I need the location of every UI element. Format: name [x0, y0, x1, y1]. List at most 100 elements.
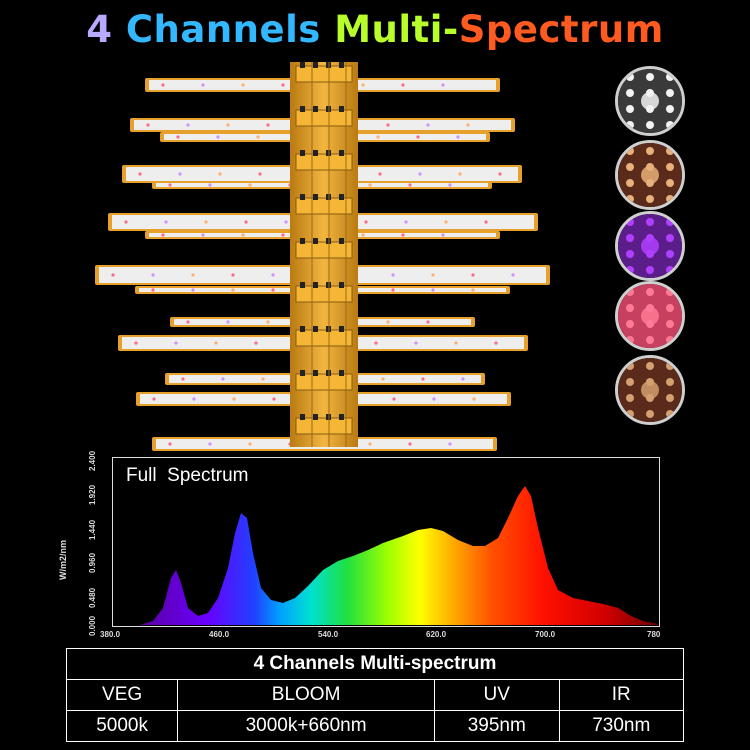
led-dot: [364, 220, 368, 224]
chip-led: [626, 89, 634, 97]
ytick-2: 0.960: [88, 552, 97, 573]
title-part-1: 4: [86, 8, 126, 51]
led-dot: [226, 123, 230, 127]
led-dot: [426, 123, 430, 127]
dimmer-knob: [313, 282, 318, 288]
led-dot: [186, 123, 190, 127]
led-dot: [191, 273, 195, 277]
chip-led: [626, 288, 634, 296]
led-dot: [231, 273, 235, 277]
led-dot: [441, 233, 445, 237]
driver-box: [295, 65, 353, 83]
led-dot: [432, 397, 436, 401]
white-led-chip: [615, 66, 685, 136]
led-dot: [401, 233, 405, 237]
led-dot: [161, 233, 165, 237]
ytick-1: 0.480: [88, 587, 97, 608]
dimmer-knob: [339, 326, 344, 332]
chip-led: [626, 378, 634, 386]
led-dot: [284, 220, 288, 224]
led-dot: [381, 377, 385, 381]
dimmer-knob: [339, 414, 344, 420]
led-dot: [361, 233, 365, 237]
chip-led: [666, 234, 674, 242]
led-dot: [218, 172, 222, 176]
led-dot: [448, 442, 452, 446]
led-dot: [186, 320, 190, 324]
led-dot: [461, 377, 465, 381]
chip-led: [666, 105, 674, 113]
chip-led: [666, 288, 674, 296]
led-dot: [174, 341, 178, 345]
led-dot: [431, 273, 435, 277]
dimmer-knob: [339, 62, 344, 68]
dimmer-knob: [313, 414, 318, 420]
led-dot: [408, 183, 412, 187]
grow-light-fixture: [95, 62, 550, 451]
led-dot: [124, 220, 128, 224]
driver-box: [295, 417, 353, 435]
led-dot: [266, 320, 270, 324]
led-dot: [241, 233, 245, 237]
chip-led: [646, 288, 654, 296]
led-dot: [248, 183, 252, 187]
led-dot: [374, 341, 378, 345]
spectrum-chart: [112, 457, 660, 627]
title-part-3: Multi-: [334, 8, 459, 51]
chip-led: [666, 394, 674, 402]
led-dot: [456, 135, 460, 139]
driver-box: [295, 329, 353, 347]
dimmer-knob: [339, 238, 344, 244]
led-dot: [178, 172, 182, 176]
chip-led: [626, 195, 634, 203]
led-dot: [441, 83, 445, 87]
driver-box: [295, 109, 353, 127]
chip-glow: [641, 307, 659, 325]
chip-led: [626, 234, 634, 242]
dimmer-knob: [339, 282, 344, 288]
led-dot: [134, 341, 138, 345]
led-dot: [208, 442, 212, 446]
led-dot: [392, 397, 396, 401]
ytick-5: 2.400: [88, 450, 97, 471]
chip-led: [666, 121, 674, 129]
dimmer-knob: [339, 106, 344, 112]
led-dot: [201, 233, 205, 237]
xtick-3: 620.0: [426, 630, 447, 639]
chip-led: [626, 266, 634, 274]
led-dot: [216, 135, 220, 139]
channels-table: 4 Channels Multi-spectrum VEG BLOOM UV I…: [65, 648, 684, 742]
ir-led-chip: [615, 355, 685, 425]
column-ir: IR: [558, 679, 684, 711]
led-dot: [152, 397, 156, 401]
led-dot: [466, 123, 470, 127]
led-dot: [498, 172, 502, 176]
led-dot: [261, 377, 265, 381]
led-dot: [408, 442, 412, 446]
chip-led: [666, 410, 674, 418]
chip-led: [646, 336, 654, 344]
dimmer-knob: [313, 370, 318, 376]
spectrum-ylabel: W/m2/nm: [58, 539, 68, 580]
column-bloom: BLOOM: [177, 679, 436, 711]
dimmer-knob: [339, 194, 344, 200]
led-dot: [471, 288, 475, 292]
value-ir: 730nm: [558, 710, 684, 742]
led-dot: [254, 341, 258, 345]
led-dot: [472, 397, 476, 401]
chip-led: [646, 362, 654, 370]
ytick-3: 1.440: [88, 519, 97, 540]
chip-led: [666, 266, 674, 274]
value-bloom: 3000k+660nm: [177, 710, 436, 742]
chip-glow: [641, 237, 659, 255]
led-dot: [378, 172, 382, 176]
chip-led: [666, 304, 674, 312]
chip-led: [626, 250, 634, 258]
chip-led: [626, 73, 634, 81]
dimmer-knob: [300, 106, 305, 112]
ytick-4: 1.920: [88, 484, 97, 505]
led-dot: [454, 341, 458, 345]
chip-led: [626, 147, 634, 155]
led-dot: [241, 83, 245, 87]
dimmer-knob: [300, 150, 305, 156]
